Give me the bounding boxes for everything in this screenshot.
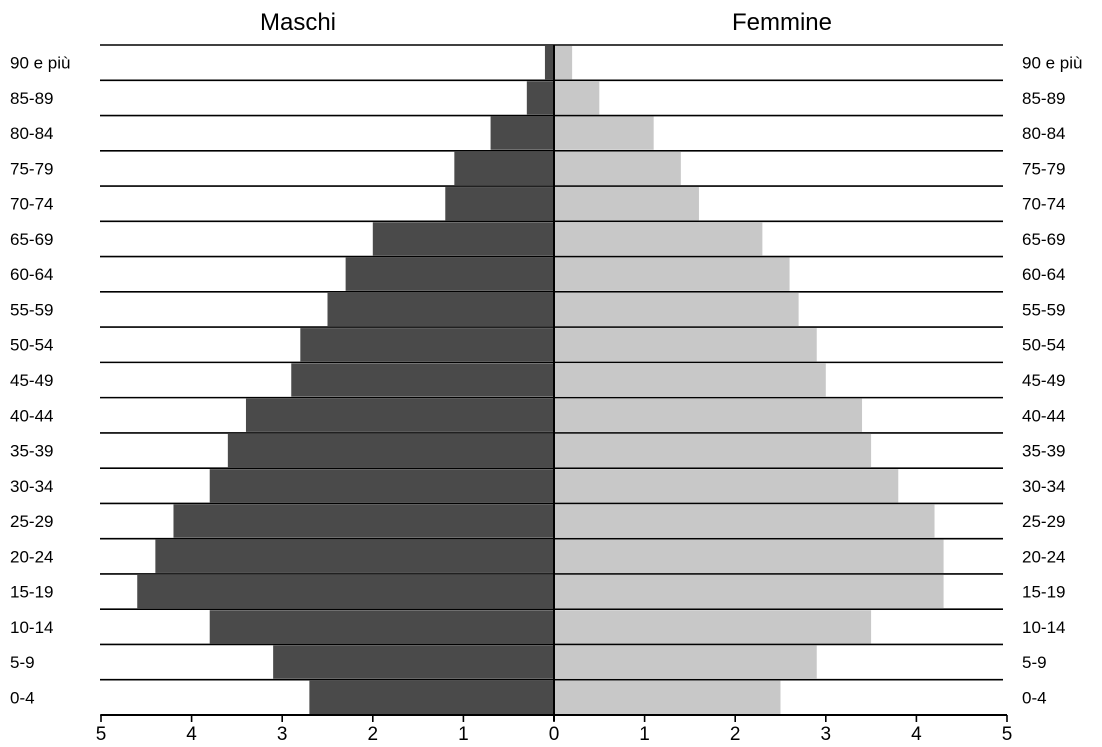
x-tick-label: 1 — [458, 724, 469, 745]
age-label-right: 90 e più — [1022, 54, 1083, 73]
bar-femmine-30-34 — [554, 469, 899, 503]
age-label-left: 30-34 — [10, 477, 53, 496]
age-label-right: 0-4 — [1022, 688, 1047, 707]
bar-maschi-70-74 — [445, 187, 554, 221]
x-tick-label: 3 — [821, 724, 832, 745]
age-label-left: 35-39 — [10, 442, 53, 461]
bar-femmine-45-49 — [554, 363, 826, 397]
bars — [137, 46, 944, 714]
age-label-left: 50-54 — [10, 336, 53, 355]
bar-femmine-20-24 — [554, 539, 944, 573]
series-label-maschi: Maschi — [260, 9, 336, 36]
bar-maschi-45-49 — [291, 363, 554, 397]
bar-maschi-65-69 — [372, 222, 554, 256]
bar-maschi-50-54 — [300, 328, 554, 362]
age-label-left: 70-74 — [10, 195, 53, 214]
bar-maschi-55-59 — [327, 292, 554, 327]
x-tick-label: 5 — [96, 724, 107, 745]
age-label-right: 55-59 — [1022, 300, 1065, 319]
age-label-right: 70-74 — [1022, 195, 1065, 214]
age-label-right: 65-69 — [1022, 230, 1065, 249]
age-label-left: 45-49 — [10, 371, 53, 390]
age-labels: 0-4 0-4 5-9 5-9 10-14 10-14 15-19 15-19 20-24 20-… — [10, 54, 1083, 708]
x-tick-label: 4 — [186, 724, 197, 745]
bar-femmine-70-74 — [554, 187, 699, 221]
x-tick-label: 3 — [277, 724, 288, 745]
age-label-left: 80-84 — [10, 124, 53, 143]
bar-maschi-10-14 — [209, 610, 554, 644]
bar-femmine-65-69 — [554, 222, 763, 256]
grid-lines — [100, 44, 1003, 716]
bar-maschi-25-29 — [173, 504, 555, 538]
age-label-right: 25-29 — [1022, 512, 1065, 531]
bar-femmine-85-89 — [554, 81, 600, 115]
age-label-right: 60-64 — [1022, 265, 1065, 284]
age-label-left: 40-44 — [10, 406, 53, 425]
x-tick-label: 5 — [1002, 724, 1013, 745]
bar-femmine-15-19 — [554, 574, 944, 609]
age-label-right: 85-89 — [1022, 89, 1065, 108]
bar-maschi-20-24 — [155, 539, 555, 573]
age-label-left: 0-4 — [10, 688, 35, 707]
age-label-right: 20-24 — [1022, 547, 1065, 566]
age-label-left: 90 e più — [10, 54, 71, 73]
bar-maschi-30-34 — [209, 469, 554, 503]
x-tick-label: 2 — [368, 724, 379, 745]
age-label-left: 60-64 — [10, 265, 53, 284]
age-label-right: 40-44 — [1022, 406, 1065, 425]
bar-maschi-15-19 — [137, 574, 555, 609]
age-label-right: 10-14 — [1022, 618, 1065, 637]
bar-femmine-35-39 — [554, 433, 872, 468]
bar-maschi-35-39 — [227, 433, 554, 468]
bar-femmine-40-44 — [554, 398, 863, 432]
x-tick-label: 1 — [639, 724, 650, 745]
age-label-left: 55-59 — [10, 300, 53, 319]
age-label-left: 85-89 — [10, 89, 53, 108]
bar-maschi-80-84 — [490, 116, 554, 150]
x-tick-label: 2 — [730, 724, 741, 745]
age-label-left: 15-19 — [10, 583, 53, 602]
age-label-left: 25-29 — [10, 512, 53, 531]
bar-femmine-0-4 — [554, 680, 781, 714]
age-label-left: 20-24 — [10, 547, 53, 566]
age-label-right: 75-79 — [1022, 159, 1065, 178]
bar-femmine-50-54 — [554, 328, 817, 362]
x-tick-label: 0 — [549, 724, 560, 745]
series-label-femmine: Femmine — [732, 9, 832, 36]
bar-femmine-60-64 — [554, 257, 790, 291]
bar-femmine-75-79 — [554, 151, 681, 186]
bar-maschi-5-9 — [273, 645, 554, 679]
bar-femmine-90 e più — [554, 46, 573, 80]
bar-femmine-25-29 — [554, 504, 935, 538]
bar-maschi-75-79 — [454, 151, 554, 186]
bar-maschi-90 e più — [544, 46, 554, 80]
x-tick-label: 4 — [911, 724, 922, 745]
age-label-right: 45-49 — [1022, 371, 1065, 390]
age-label-right: 30-34 — [1022, 477, 1065, 496]
x-ticks: 5 4 3 2 1 0 1 2 3 4 5 — [96, 715, 1013, 745]
bar-maschi-85-89 — [526, 81, 554, 115]
age-label-left: 65-69 — [10, 230, 53, 249]
bar-femmine-10-14 — [554, 610, 872, 644]
age-label-left: 10-14 — [10, 618, 53, 637]
age-label-right: 5-9 — [1022, 653, 1047, 672]
bar-maschi-40-44 — [245, 398, 554, 432]
age-label-left: 75-79 — [10, 159, 53, 178]
bar-femmine-5-9 — [554, 645, 817, 679]
age-label-right: 15-19 — [1022, 583, 1065, 602]
bar-femmine-55-59 — [554, 292, 799, 327]
age-label-left: 5-9 — [10, 653, 35, 672]
bar-maschi-0-4 — [309, 680, 554, 714]
age-label-right: 50-54 — [1022, 336, 1065, 355]
age-label-right: 80-84 — [1022, 124, 1065, 143]
age-label-right: 35-39 — [1022, 442, 1065, 461]
bar-maschi-60-64 — [345, 257, 554, 291]
bar-femmine-80-84 — [554, 116, 654, 150]
